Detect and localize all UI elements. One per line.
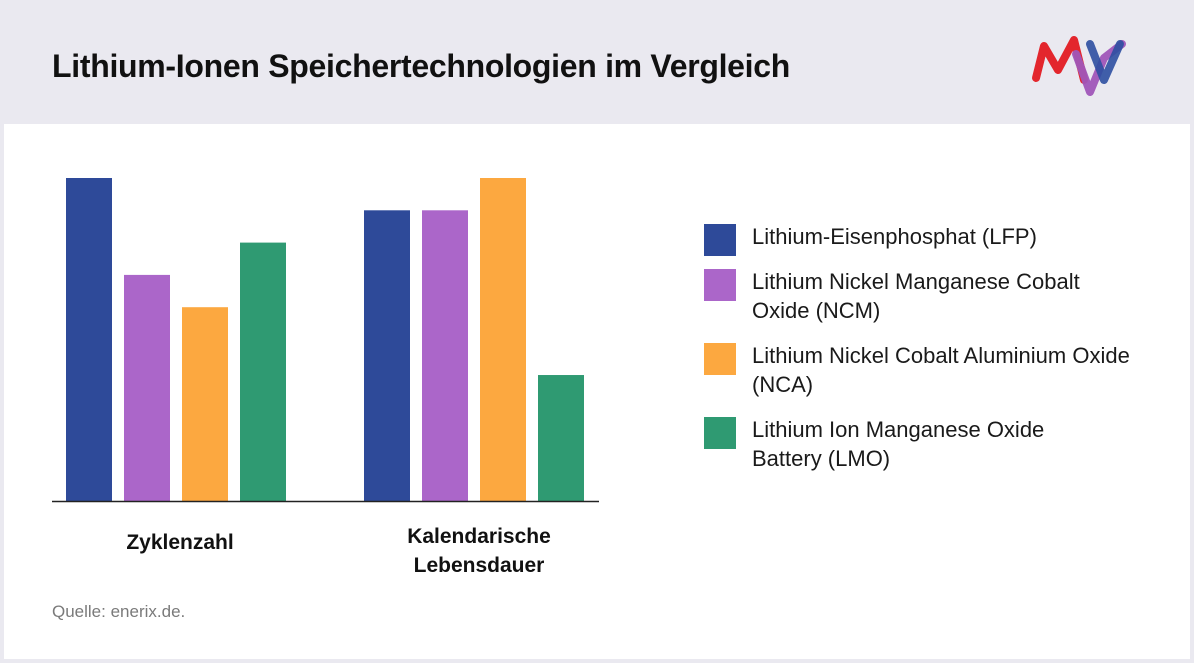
bar bbox=[66, 178, 112, 501]
bar-chart bbox=[52, 178, 599, 503]
legend-item-nca: Lithium Nickel Cobalt Aluminium Oxide (N… bbox=[704, 341, 1144, 399]
legend: Lithium-Eisenphosphat (LFP) Lithium Nick… bbox=[704, 222, 1144, 489]
legend-item-ncm: Lithium Nickel Manganese Cobalt Oxide (N… bbox=[704, 267, 1144, 325]
brand-logo bbox=[1032, 36, 1126, 96]
bar bbox=[422, 210, 468, 502]
chart-panel: Zyklenzahl Kalendarische Lebensdauer Lit… bbox=[4, 124, 1190, 659]
bar bbox=[124, 274, 170, 501]
legend-label: Lithium Ion Manganese Oxide Battery (LMO… bbox=[752, 417, 1045, 471]
header: Lithium-Ionen Speichertechnologien im Ve… bbox=[0, 0, 1194, 124]
page-title: Lithium-Ionen Speichertechnologien im Ve… bbox=[52, 48, 791, 84]
legend-label: Lithium Nickel Cobalt Aluminium Oxide (N… bbox=[752, 343, 1130, 397]
legend-swatch bbox=[704, 343, 736, 375]
category-label: Zyklenzahl bbox=[126, 531, 234, 554]
bar bbox=[240, 242, 286, 501]
legend-swatch bbox=[704, 417, 736, 449]
legend-item-lmo: Lithium Ion Manganese Oxide Battery (LMO… bbox=[704, 415, 1144, 473]
bar bbox=[538, 375, 584, 501]
legend-label: Lithium Nickel Manganese Cobalt Oxide (N… bbox=[752, 269, 1080, 323]
bar bbox=[480, 178, 526, 501]
legend-swatch bbox=[704, 224, 736, 256]
legend-swatch bbox=[704, 269, 736, 301]
legend-item-lfp: Lithium-Eisenphosphat (LFP) bbox=[704, 222, 1144, 256]
legend-label: Lithium-Eisenphosphat (LFP) bbox=[752, 224, 1037, 249]
source-note: Quelle: enerix.de. bbox=[52, 602, 186, 621]
category-label: Kalendarische Lebensdauer bbox=[407, 525, 551, 577]
bar bbox=[182, 307, 228, 501]
bar bbox=[364, 210, 410, 502]
